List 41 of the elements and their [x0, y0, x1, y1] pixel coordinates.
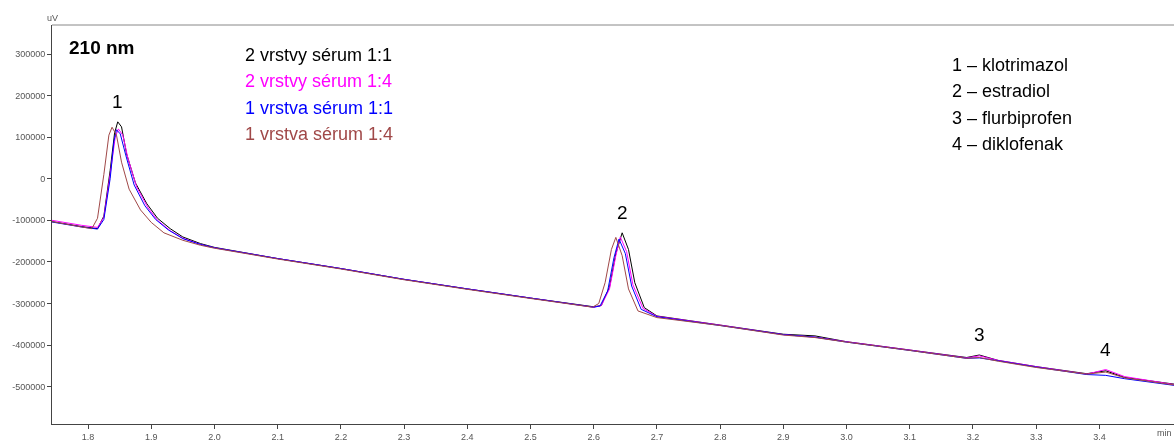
x-tick-label: 3.3	[1029, 431, 1043, 441]
text: 1 vrstva sérum 1:4	[245, 124, 394, 144]
x-tick-label: 3.2	[966, 431, 980, 441]
x-tick-label: 2.0	[208, 431, 221, 441]
x-tick-label: 2.2	[334, 431, 348, 441]
x-tick-label: 2.6	[587, 431, 600, 441]
x-tick-label: 2.7	[650, 431, 664, 441]
y-tick-label: 300000	[15, 49, 46, 60]
x-tick-label: 3.0	[840, 431, 853, 441]
x-tick-label: 2.9	[777, 431, 790, 441]
text: 2 vrstvy sérum 1:1	[245, 45, 393, 65]
y-tick-label: -500000	[12, 381, 46, 392]
x-axis-title: min	[1157, 428, 1172, 438]
x-tick-label: 2.1	[271, 431, 284, 441]
y-tick-label: -300000	[12, 298, 46, 309]
annotation: 3 – flurbiprofen	[952, 108, 1073, 128]
x-tick-label: 2.3	[397, 431, 411, 441]
annotation: 4 – diklofenak	[952, 134, 1065, 154]
y-tick-label: -100000	[12, 215, 46, 226]
annotation: 2	[617, 202, 628, 223]
x-tick-label: 3.1	[903, 431, 917, 441]
y-tick-label: 0	[40, 173, 46, 184]
y-tick-label: 200000	[15, 90, 46, 101]
x-tick-label: 2.4	[461, 431, 474, 441]
annotation: 1	[112, 91, 123, 112]
x-tick-label: 1.8	[81, 431, 95, 441]
y-tick-label: -400000	[12, 340, 46, 351]
annotation: 210 nm	[69, 37, 135, 58]
text: 2 vrstvy sérum 1:4	[245, 71, 393, 91]
y-tick-label: -200000	[12, 257, 46, 268]
text: 1 vrstva sérum 1:1	[245, 98, 394, 118]
annotation: 4	[1100, 339, 1111, 360]
x-tick-label: 2.8	[713, 431, 727, 441]
x-tick-label: 3.4	[1093, 431, 1106, 441]
x-tick-label: 2.5	[524, 431, 537, 441]
annotation: 3	[974, 324, 985, 345]
x-tick-label: 1.9	[144, 431, 158, 441]
annotation: 1 – klotrimazol	[952, 55, 1069, 75]
y-axis-title: uV	[47, 13, 59, 23]
annotation: 2 – estradiol	[952, 81, 1051, 101]
y-tick-label: 100000	[15, 132, 46, 143]
